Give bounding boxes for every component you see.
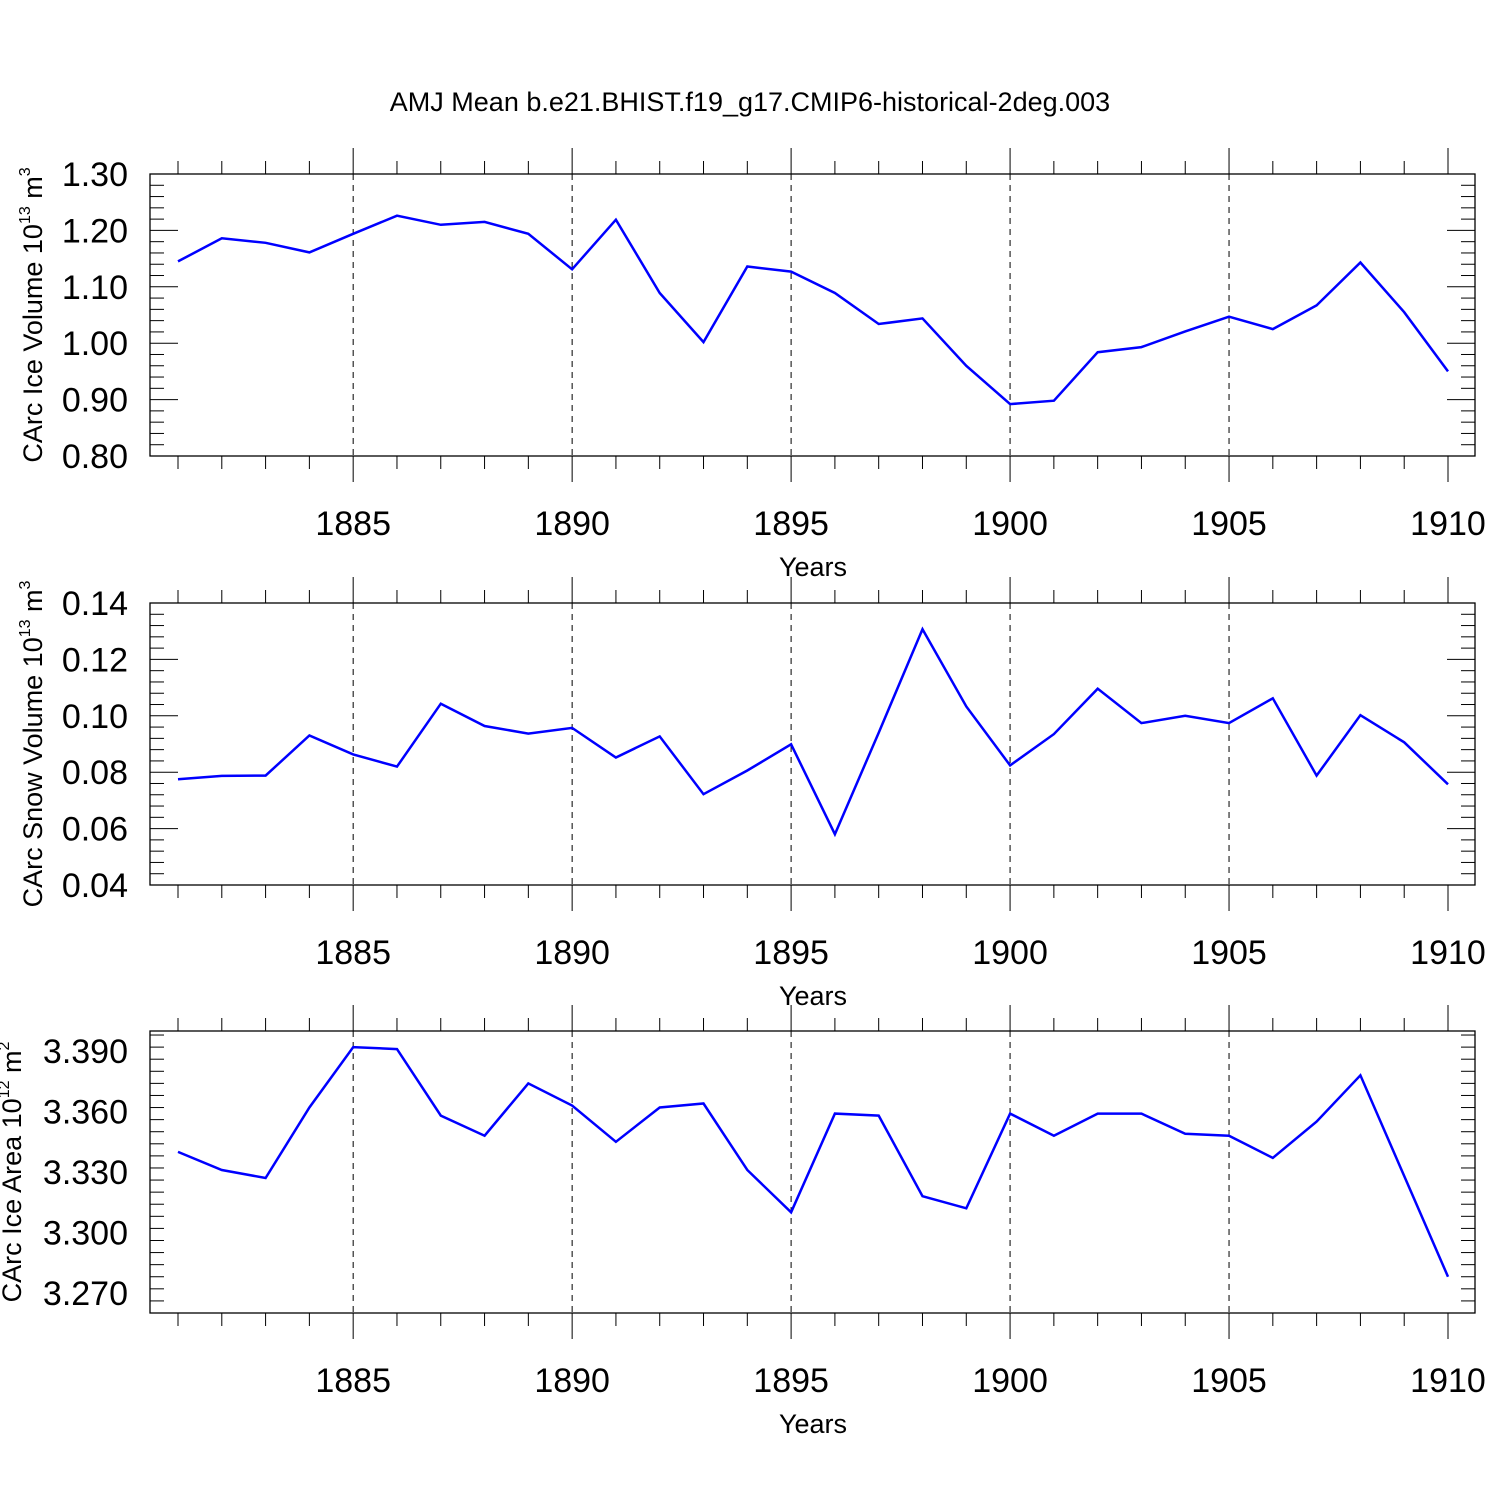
plot-frame <box>149 602 1476 886</box>
figure-title: AMJ Mean b.e21.BHIST.f19_g17.CMIP6-histo… <box>390 87 1110 117</box>
y-axis-title: CArc Ice Volume 1013 m3 <box>17 167 48 462</box>
series-line-1-1 <box>177 214 1450 406</box>
x-axis-title: Years <box>779 552 847 582</box>
y-axis-title-exponent: 3 <box>17 580 34 589</box>
x-tick-label: 1885 <box>315 934 391 972</box>
y-axis-title-text: m <box>18 589 48 619</box>
x-tick-label: 1910 <box>1410 1362 1486 1400</box>
y-axis-title-text: CArc Snow Volume 10 <box>18 637 48 907</box>
x-tick-label: 1900 <box>972 505 1048 543</box>
x-tick-label: 1900 <box>972 1362 1048 1400</box>
y-axis-title-text: m <box>0 1051 27 1081</box>
y-tick-label: 0.08 <box>62 754 128 792</box>
x-tick-label: 1895 <box>753 1362 829 1400</box>
y-tick-label: 3.360 <box>43 1094 128 1132</box>
y-tick-label: 0.10 <box>62 698 128 736</box>
y-tick-label: 0.04 <box>62 867 128 905</box>
y-axis-title-exponent: 13 <box>17 619 34 637</box>
y-tick-label: 3.300 <box>43 1214 128 1252</box>
x-tick-label: 1905 <box>1191 934 1267 972</box>
chart-panel-3: 3.270 3.300 3.330 3.360 3.390 1885 1890 1895 190… <box>0 1005 1486 1439</box>
y-tick-label: 0.12 <box>62 641 128 679</box>
y-axis-title: CArc Ice Area 1012 m2 <box>0 1042 27 1303</box>
x-tick-label: 1905 <box>1191 1362 1267 1400</box>
x-tick-label: 1890 <box>534 505 610 543</box>
y-axis-title: CArc Snow Volume 1013 m3 <box>17 580 48 907</box>
y-tick-label: 1.20 <box>62 212 128 250</box>
series-line-3-1 <box>177 1045 1450 1278</box>
y-tick-label: 1.00 <box>62 325 128 363</box>
x-tick-label: 1905 <box>1191 505 1267 543</box>
x-tick-label: 1890 <box>534 934 610 972</box>
y-tick-label: 3.390 <box>43 1033 128 1071</box>
y-axis-title-exponent: 2 <box>0 1042 13 1051</box>
y-tick-label: 1.10 <box>62 269 128 307</box>
x-axis-title: Years <box>779 981 847 1011</box>
x-tick-label: 1895 <box>753 934 829 972</box>
x-tick-label: 1885 <box>315 1362 391 1400</box>
y-axis-title-text: CArc Ice Volume 10 <box>18 224 48 463</box>
x-axis-title: Years <box>779 1409 847 1439</box>
x-tick-label: 1910 <box>1410 934 1486 972</box>
x-tick-label: 1910 <box>1410 505 1486 543</box>
y-axis-title-exponent: 3 <box>17 167 34 176</box>
x-tick-label: 1890 <box>534 1362 610 1400</box>
panels: 0.80 0.90 1.00 1.10 1.20 1.30 1885 1890 1895 1900… <box>0 148 1486 1439</box>
y-axis-title-exponent: 13 <box>17 206 34 224</box>
series-line-2-1 <box>177 626 1449 838</box>
x-tick-label: 1895 <box>753 505 829 543</box>
chart-panel-1: 0.80 0.90 1.00 1.10 1.20 1.30 1885 1890 1895 1900… <box>17 148 1486 582</box>
x-tick-label: 1885 <box>315 505 391 543</box>
x-tick-label: 1900 <box>972 934 1048 972</box>
y-tick-label: 0.14 <box>62 585 128 623</box>
y-tick-label: 1.30 <box>62 156 128 194</box>
plot-frame <box>149 173 1476 457</box>
y-axis-title-text: m <box>18 176 48 206</box>
y-tick-label: 3.270 <box>43 1275 128 1313</box>
y-tick-label: 3.330 <box>43 1154 128 1192</box>
y-tick-label: 0.06 <box>62 811 128 849</box>
y-axis-title-text: CArc Ice Area 10 <box>0 1098 27 1302</box>
y-axis-title-exponent: 12 <box>0 1080 13 1098</box>
plot-frame <box>149 1030 1476 1314</box>
y-tick-label: 0.80 <box>62 438 128 476</box>
chart-panel-2: 0.04 0.06 0.08 0.10 0.12 0.14 1885 1890 1895 1900… <box>17 577 1486 1011</box>
y-tick-label: 0.90 <box>62 382 128 420</box>
